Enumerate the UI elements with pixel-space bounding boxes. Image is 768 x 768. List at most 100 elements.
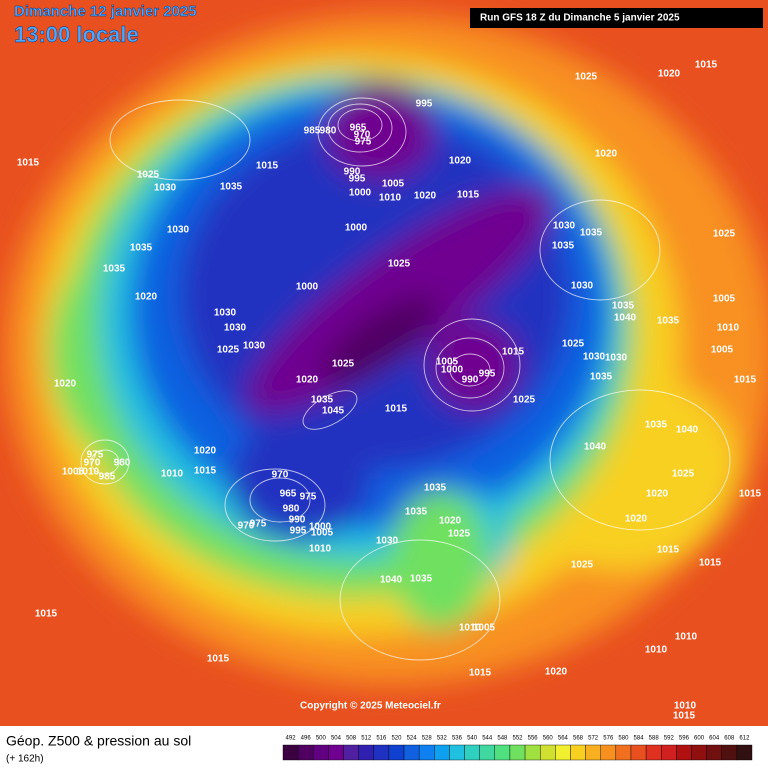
pressure-label: 1005 bbox=[713, 294, 736, 305]
pressure-label: 975 bbox=[355, 137, 372, 148]
pressure-label: 970 bbox=[354, 130, 371, 141]
pressure-label: 1030 bbox=[154, 183, 177, 194]
run-box bbox=[470, 8, 763, 28]
pressure-label: 1030 bbox=[243, 341, 266, 352]
pressure-label: 1020 bbox=[194, 446, 217, 457]
pressure-label: 1000 bbox=[349, 188, 372, 199]
pressure-label: 1030 bbox=[553, 221, 576, 232]
scale-swatch bbox=[494, 744, 511, 761]
scale-swatch bbox=[388, 744, 405, 761]
scale-label: 504 bbox=[331, 736, 342, 742]
pressure-label: 1020 bbox=[595, 149, 618, 160]
pressure-label: 1000 bbox=[441, 365, 464, 376]
scale-swatch bbox=[721, 744, 738, 761]
field-blob bbox=[320, 294, 440, 386]
pressure-label: 1010 bbox=[77, 467, 100, 478]
pressure-label: 1030 bbox=[167, 225, 190, 236]
pressure-label: 1030 bbox=[605, 353, 628, 364]
pressure-label: 995 bbox=[290, 526, 307, 537]
scale-swatch bbox=[736, 744, 753, 761]
scale-label: 564 bbox=[558, 736, 569, 742]
scale-swatch bbox=[524, 744, 541, 761]
forecast-time: 13:00 locale bbox=[14, 22, 139, 47]
scale-label: 612 bbox=[739, 736, 750, 742]
pressure-label: 1045 bbox=[322, 406, 345, 417]
scale-swatch bbox=[585, 744, 601, 761]
pressure-label: 1015 bbox=[457, 190, 480, 201]
pressure-label: 1015 bbox=[699, 558, 722, 569]
pressure-label: 1020 bbox=[625, 514, 648, 525]
pressure-label: 1040 bbox=[614, 313, 637, 324]
pressure-label: 1015 bbox=[657, 545, 680, 556]
pressure-label: 1015 bbox=[469, 668, 492, 679]
field-blob bbox=[245, 186, 555, 414]
pressure-label: 1035 bbox=[657, 316, 680, 327]
pressure-labels: 1015 1025 1030 1035 1015 1030 1035 1035 1020 1030… bbox=[17, 60, 762, 722]
pressure-label: 985 bbox=[304, 126, 321, 137]
scale-swatch bbox=[509, 744, 526, 761]
scale-label: 544 bbox=[482, 736, 493, 742]
pressure-label: 1035 bbox=[590, 372, 613, 383]
pressure-label: 1020 bbox=[646, 489, 669, 500]
scale-label: 508 bbox=[346, 736, 357, 742]
scale-label: 588 bbox=[649, 736, 660, 742]
pressure-label: 980 bbox=[283, 504, 300, 515]
scale-label: 552 bbox=[512, 736, 523, 742]
pressure-label: 975 bbox=[250, 519, 267, 530]
scale-label: 512 bbox=[361, 736, 372, 742]
scale-label: 524 bbox=[407, 736, 418, 742]
scale-label: 600 bbox=[694, 736, 705, 742]
pressure-label: 1015 bbox=[385, 404, 408, 415]
scale-swatch bbox=[464, 744, 480, 761]
run-info: Run GFS 18 Z du Dimanche 5 janvier 2025 bbox=[480, 13, 680, 24]
pressure-label: 1010 bbox=[459, 623, 482, 634]
pressure-label: 1030 bbox=[214, 308, 237, 319]
pressure-label: 995 bbox=[416, 99, 433, 110]
pressure-label: 980 bbox=[320, 126, 337, 137]
pressure-label: 1035 bbox=[410, 574, 433, 585]
geopotential-field bbox=[0, 0, 768, 726]
pressure-label: 1015 bbox=[502, 347, 525, 358]
pressure-label: 1035 bbox=[552, 241, 575, 252]
color-scale: 492 496 500 504 508 512 516 520 524 528 532 536 540 5… bbox=[282, 736, 753, 761]
pressure-label: 1020 bbox=[439, 516, 462, 527]
legend-lead: (+ 162h) bbox=[6, 754, 44, 765]
pressure-label: 1035 bbox=[103, 264, 126, 275]
scale-swatch bbox=[313, 744, 329, 761]
pressure-label: 1025 bbox=[448, 529, 471, 540]
scale-swatch bbox=[570, 744, 586, 761]
scale-swatch bbox=[358, 744, 374, 761]
pressure-label: 1010 bbox=[675, 632, 698, 643]
forecast-date: Dimanche 12 janvier 2025 bbox=[14, 3, 197, 20]
pressure-label: 970 bbox=[238, 521, 255, 532]
pressure-label: 980 bbox=[114, 458, 131, 469]
pressure-label: 1010 bbox=[309, 544, 332, 555]
pressure-label: 1005 bbox=[382, 179, 405, 190]
scale-swatch bbox=[555, 744, 571, 761]
scale-label: 592 bbox=[664, 736, 675, 742]
scale-swatch bbox=[373, 744, 390, 761]
pressure-label: 1035 bbox=[424, 483, 447, 494]
pressure-label: 1010 bbox=[674, 701, 697, 712]
pressure-label: 1035 bbox=[130, 243, 153, 254]
scale-label: 496 bbox=[301, 736, 312, 742]
scale-swatch bbox=[449, 744, 465, 761]
pressure-label: 1030 bbox=[583, 352, 606, 363]
pressure-label: 1030 bbox=[376, 536, 399, 547]
pressure-label: 1015 bbox=[256, 161, 279, 172]
pressure-label: 1005 bbox=[311, 528, 334, 539]
pressure-label: 1035 bbox=[645, 420, 668, 431]
pressure-label: 1025 bbox=[713, 229, 736, 240]
pressure-label: 1015 bbox=[673, 711, 696, 722]
pressure-label: 1000 bbox=[296, 282, 319, 293]
scale-swatch bbox=[676, 744, 692, 761]
pressure-label: 965 bbox=[350, 123, 367, 134]
copyright: Copyright © 2025 Meteociel.fr bbox=[300, 701, 441, 712]
scale-label: 516 bbox=[376, 736, 387, 742]
pressure-label: 1010 bbox=[161, 469, 184, 480]
pressure-label: 1040 bbox=[380, 575, 403, 586]
pressure-label: 1025 bbox=[575, 72, 598, 83]
legend-title: Géop. Z500 & pression au sol bbox=[6, 733, 191, 749]
field-blob bbox=[390, 490, 490, 630]
pressure-label: 1005 bbox=[436, 357, 459, 368]
